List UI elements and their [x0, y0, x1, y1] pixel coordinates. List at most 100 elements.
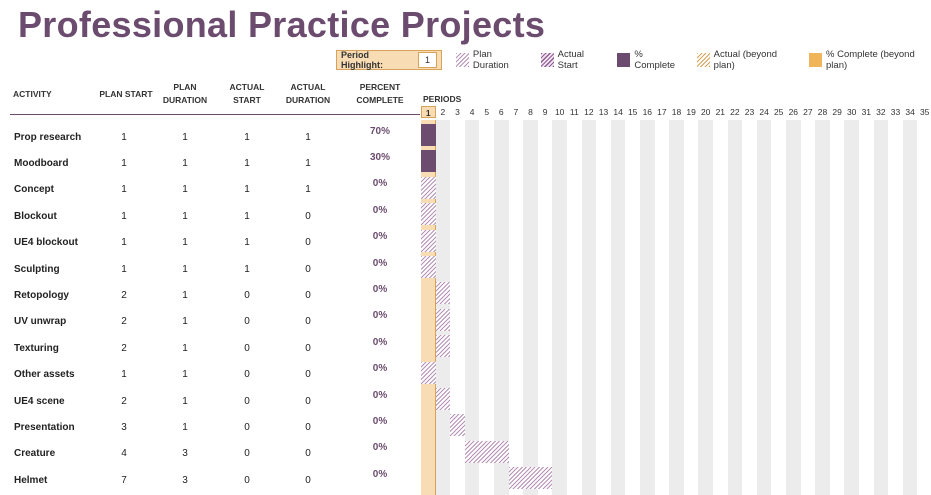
table-row[interactable]: Presentation 3 1 0 0 0%	[0, 414, 420, 440]
plan-duration-value[interactable]: 1	[182, 263, 188, 275]
percent-complete-value[interactable]: 0%	[372, 363, 388, 375]
table-row[interactable]: Moodboard 1 1 1 1 30%	[0, 150, 420, 176]
percent-complete-value[interactable]: 30%	[369, 152, 390, 164]
table-row[interactable]: Blockout 1 1 1 0 0%	[0, 203, 420, 229]
plan-start-value[interactable]: 4	[121, 448, 127, 460]
activity-name[interactable]: Helmet	[14, 474, 48, 486]
actual-duration-value[interactable]: 0	[305, 316, 311, 328]
actual-start-value[interactable]: 0	[244, 342, 250, 354]
table-row[interactable]: Creature 4 3 0 0 0%	[0, 441, 420, 467]
actual-duration-value[interactable]: 0	[305, 474, 311, 486]
percent-complete-value[interactable]: 0%	[372, 336, 388, 348]
table-row[interactable]: UE4 scene 2 1 0 0 0%	[0, 388, 420, 414]
activity-name[interactable]: UE4 scene	[14, 395, 65, 407]
percent-complete-value[interactable]: 0%	[372, 442, 388, 454]
actual-start-value[interactable]: 1	[244, 131, 250, 143]
plan-start-value[interactable]: 1	[121, 158, 127, 170]
activity-name[interactable]: Retopology	[14, 290, 69, 302]
actual-duration-value[interactable]: 1	[305, 158, 311, 170]
plan-duration-value[interactable]: 1	[182, 290, 188, 302]
plan-duration-value[interactable]: 1	[182, 131, 188, 143]
period-highlight-input[interactable]: 1	[418, 52, 437, 68]
actual-start-value[interactable]: 1	[244, 184, 250, 196]
actual-duration-value[interactable]: 1	[305, 131, 311, 143]
plan-duration-value[interactable]: 1	[182, 369, 188, 381]
table-row[interactable]: UE4 blockout 1 1 1 0 0%	[0, 230, 420, 256]
activity-name[interactable]: Other assets	[14, 369, 75, 381]
actual-start-value[interactable]: 0	[244, 290, 250, 302]
actual-start-value[interactable]: 0	[244, 369, 250, 381]
plan-duration-value[interactable]: 3	[182, 448, 188, 460]
actual-duration-value[interactable]: 0	[305, 290, 311, 302]
plan-duration-value[interactable]: 1	[182, 210, 188, 222]
activity-name[interactable]: Prop research	[14, 131, 82, 143]
percent-complete-value[interactable]: 0%	[372, 204, 388, 216]
actual-start-value[interactable]: 1	[244, 263, 250, 275]
percent-complete-value[interactable]: 0%	[372, 284, 388, 296]
plan-start-value[interactable]: 2	[121, 342, 127, 354]
actual-duration-value[interactable]: 0	[305, 395, 311, 407]
percent-complete-value[interactable]: 0%	[372, 389, 388, 401]
plan-start-value[interactable]: 3	[121, 422, 127, 434]
plan-start-value[interactable]: 2	[121, 395, 127, 407]
actual-start-value[interactable]: 1	[244, 158, 250, 170]
plan-start-value[interactable]: 1	[121, 237, 127, 249]
table-row[interactable]: Other assets 1 1 0 0 0%	[0, 362, 420, 388]
activity-name[interactable]: Moodboard	[14, 158, 69, 170]
actual-start-value[interactable]: 0	[244, 316, 250, 328]
plan-duration-value[interactable]: 1	[182, 158, 188, 170]
plan-duration-value[interactable]: 1	[182, 316, 188, 328]
plan-duration-value[interactable]: 1	[182, 342, 188, 354]
actual-duration-value[interactable]: 0	[305, 369, 311, 381]
table-row[interactable]: Texturing 2 1 0 0 0%	[0, 335, 420, 361]
table-row[interactable]: Retopology 2 1 0 0 0%	[0, 282, 420, 308]
actual-duration-value[interactable]: 0	[305, 263, 311, 275]
plan-duration-value[interactable]: 1	[182, 422, 188, 434]
actual-duration-value[interactable]: 0	[305, 342, 311, 354]
plan-duration-value[interactable]: 1	[182, 395, 188, 407]
activity-name[interactable]: Sculpting	[14, 263, 60, 275]
plan-start-value[interactable]: 1	[121, 263, 127, 275]
plan-start-value[interactable]: 1	[121, 131, 127, 143]
actual-duration-value[interactable]: 0	[305, 448, 311, 460]
actual-start-value[interactable]: 0	[244, 422, 250, 434]
percent-complete-value[interactable]: 0%	[372, 310, 388, 322]
percent-complete-value[interactable]: 70%	[369, 125, 390, 137]
percent-complete-value[interactable]: 0%	[372, 231, 388, 243]
percent-complete-value[interactable]: 0%	[372, 178, 388, 190]
table-row[interactable]: Concept 1 1 1 1 0%	[0, 177, 420, 203]
actual-start-value[interactable]: 0	[244, 474, 250, 486]
activity-name[interactable]: Blockout	[14, 210, 57, 222]
table-row[interactable]: Helmet 7 3 0 0 0%	[0, 467, 420, 493]
plan-start-value[interactable]: 1	[121, 369, 127, 381]
activity-name[interactable]: Creature	[14, 448, 56, 460]
actual-duration-value[interactable]: 0	[305, 210, 311, 222]
period-number: 8	[528, 107, 533, 117]
plan-duration-value[interactable]: 1	[182, 184, 188, 196]
activity-name[interactable]: Concept	[14, 184, 54, 196]
activity-name[interactable]: UV unwrap	[14, 316, 67, 328]
plan-start-value[interactable]: 2	[121, 290, 127, 302]
table-row[interactable]: UV unwrap 2 1 0 0 0%	[0, 309, 420, 335]
percent-complete-value[interactable]: 0%	[372, 416, 388, 428]
actual-duration-value[interactable]: 1	[305, 184, 311, 196]
plan-duration-value[interactable]: 3	[182, 474, 188, 486]
activity-name[interactable]: Texturing	[14, 342, 59, 354]
actual-duration-value[interactable]: 0	[305, 237, 311, 249]
plan-start-value[interactable]: 1	[121, 210, 127, 222]
actual-start-value[interactable]: 1	[244, 210, 250, 222]
actual-duration-value[interactable]: 0	[305, 422, 311, 434]
actual-start-value[interactable]: 0	[244, 448, 250, 460]
activity-name[interactable]: Presentation	[14, 422, 75, 434]
activity-name[interactable]: UE4 blockout	[14, 237, 78, 249]
plan-duration-value[interactable]: 1	[182, 237, 188, 249]
percent-complete-value[interactable]: 0%	[372, 257, 388, 269]
plan-start-value[interactable]: 7	[121, 474, 127, 486]
actual-start-value[interactable]: 1	[244, 237, 250, 249]
plan-start-value[interactable]: 1	[121, 184, 127, 196]
plan-start-value[interactable]: 2	[121, 316, 127, 328]
table-row[interactable]: Sculpting 1 1 1 0 0%	[0, 256, 420, 282]
actual-start-value[interactable]: 0	[244, 395, 250, 407]
percent-complete-value[interactable]: 0%	[372, 468, 388, 480]
table-row[interactable]: Prop research 1 1 1 1 70%	[0, 124, 420, 150]
